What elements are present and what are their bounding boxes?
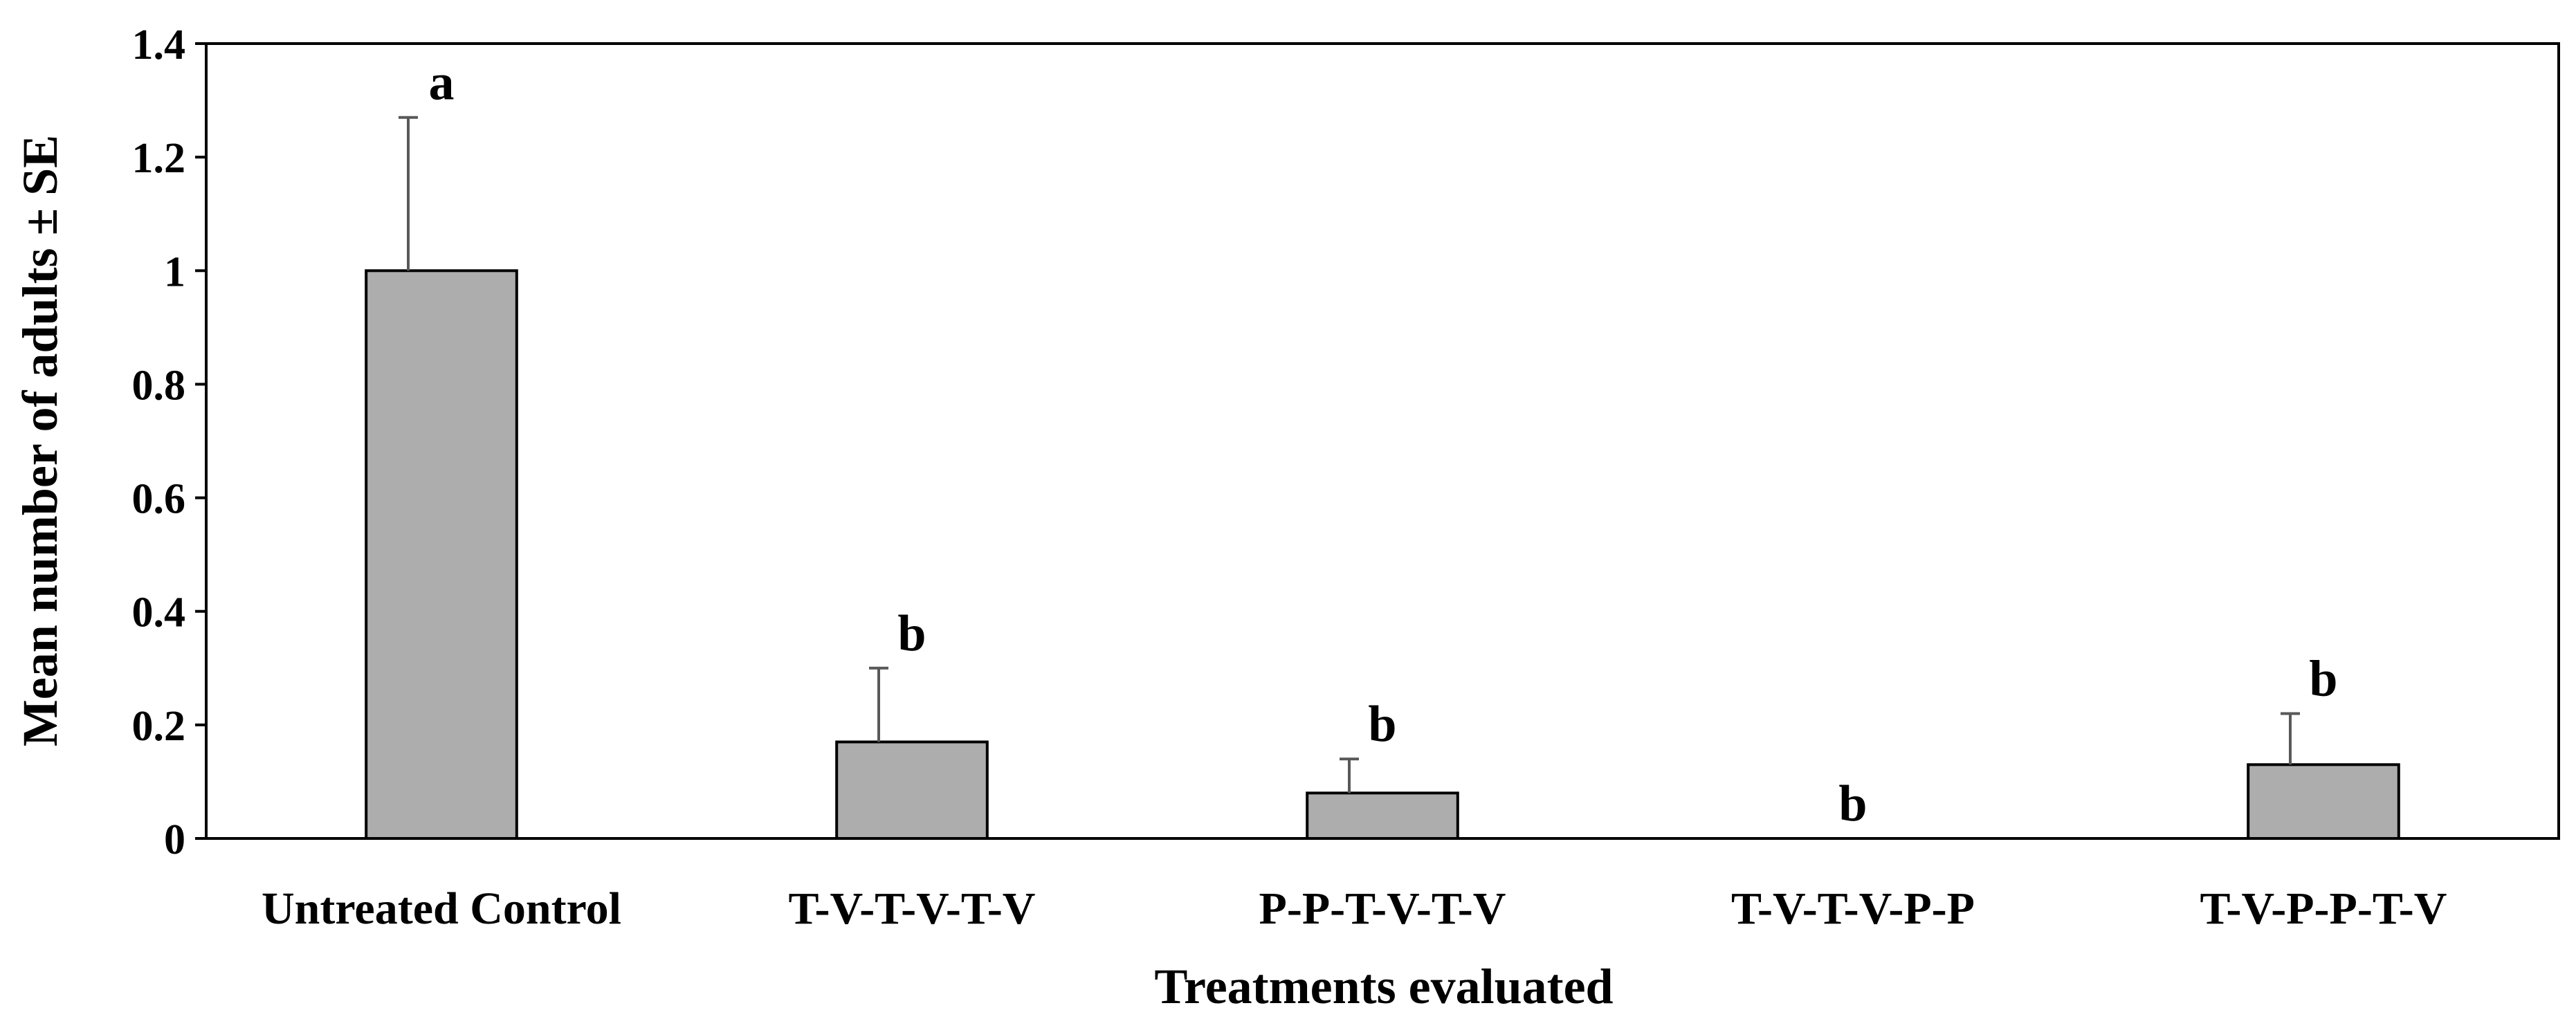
y-axis: 0 0.2 0.4 0.6 0.8 1 1.2 1.4 [132, 21, 206, 863]
significance-letter: b [1838, 775, 1867, 832]
y-tick-label: 0.6 [132, 476, 186, 523]
y-tick-label: 1 [164, 248, 185, 295]
bar [2247, 763, 2400, 840]
significance-letter: b [897, 605, 926, 662]
y-tick-label: 0.4 [132, 589, 186, 636]
y-axis-title: Mean number of adults ± SE [12, 135, 68, 746]
x-axis: Untreated Control T-V-T-V-T-V P-P-T-V-T-V T… [262, 883, 2447, 934]
bar [1306, 791, 1459, 841]
x-tick-label: T-V-P-P-T-V [2200, 883, 2447, 934]
y-tick-label: 1.4 [132, 21, 186, 68]
significance-letter: b [1368, 696, 1396, 753]
x-tick-label: T-V-T-V-T-V [789, 883, 1036, 934]
x-tick-label: Untreated Control [262, 883, 621, 934]
bar [365, 269, 518, 840]
bars: a b b b b [365, 55, 2400, 841]
significance-letter: a [429, 55, 455, 111]
y-tick-label: 0.8 [132, 362, 186, 409]
significance-letter: b [2309, 650, 2337, 707]
x-axis-title: Treatments evaluated [1154, 959, 1613, 1014]
y-tick-label: 1.2 [132, 135, 186, 182]
y-tick-label: 0.2 [132, 703, 186, 750]
bar [835, 740, 989, 840]
x-tick-label: P-P-T-V-T-V [1259, 883, 1506, 934]
x-tick-label: T-V-T-V-P-P [1731, 883, 1975, 934]
y-tick-label: 0 [164, 816, 185, 863]
